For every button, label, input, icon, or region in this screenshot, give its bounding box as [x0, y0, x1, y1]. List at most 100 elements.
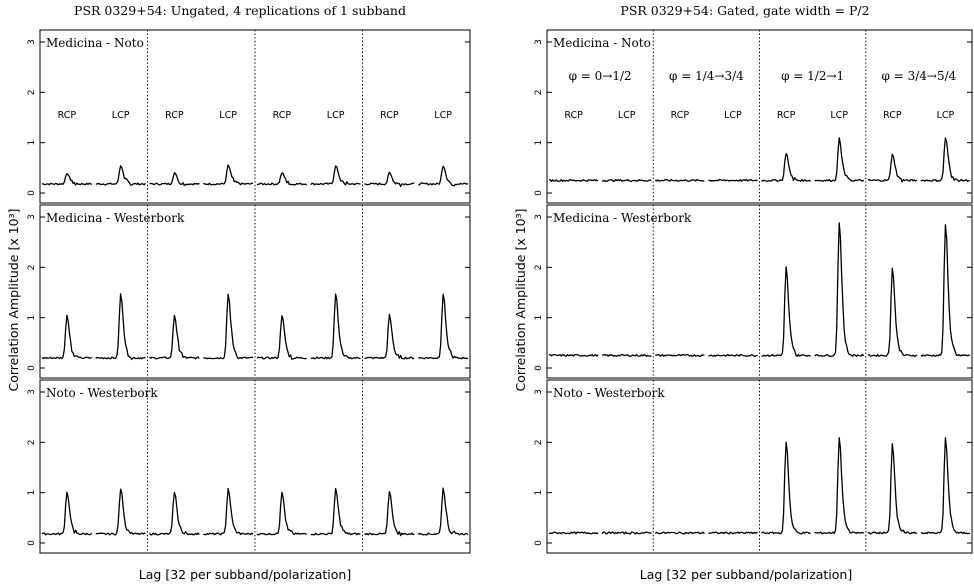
polarization-label: LCP [327, 110, 345, 121]
polarization-label: RCP [273, 110, 292, 121]
y-tick-label: 0 [27, 365, 37, 371]
polarization-label: LCP [724, 110, 742, 121]
trace-segment-lcp [920, 137, 971, 182]
trace-segment-rcp [655, 353, 705, 357]
y-tick-label: 2 [534, 89, 544, 95]
panel: 0 1 2 3 Medicina - Westerbork [27, 204, 471, 379]
trace-segment-lcp [310, 165, 361, 186]
trace-segment-rcp [654, 178, 705, 182]
polarization-label: LCP [112, 110, 130, 121]
y-tick-label: 3 [534, 389, 544, 395]
chart-ungated: PSR 0329+54: Ungated, 4 replications of … [6, 3, 471, 582]
trace-segment-lcp [203, 164, 254, 186]
trace-segment-rcp [867, 443, 918, 535]
chart-title: PSR 0329+54: Ungated, 4 replications of … [74, 3, 406, 18]
trace-segment-rcp [41, 491, 93, 536]
trace-segment-rcp [761, 152, 811, 182]
y-tick-label: 2 [27, 264, 37, 270]
y-tick-label: 1 [27, 315, 37, 321]
phase-label: φ = 3/4→5/4 [881, 69, 956, 83]
phase-label: φ = 1/2→1 [781, 69, 844, 83]
trace-segment-lcp [95, 488, 146, 536]
trace-segment-lcp [708, 178, 758, 182]
y-tick-label: 3 [534, 39, 544, 45]
trace-segment-lcp [418, 165, 469, 187]
phase-label: φ = 1/4→3/4 [669, 69, 744, 83]
trace-segment-lcp [95, 293, 146, 361]
panel: 0 1 2 3 Medicina - Noto φ = 0→1/2 φ = 1/4→3/4 φ… [534, 29, 973, 204]
polarization-label: LCP [219, 110, 237, 121]
trace-segment-lcp [920, 437, 971, 535]
y-axis-label: Correlation Amplitude [x 10³] [513, 209, 528, 392]
y-axis-label: Correlation Amplitude [x 10³] [6, 209, 21, 392]
chart-gated: PSR 0329+54: Gated, gate width = P/2 Lag… [513, 3, 973, 582]
y-tick-label: 1 [534, 140, 544, 146]
polarization-label: RCP [58, 110, 77, 121]
trace-segment-rcp [149, 314, 200, 360]
trace-segment-rcp [761, 266, 811, 357]
trace-segment-rcp [148, 491, 200, 536]
panel: 0 1 2 3 Noto - Westerbork [534, 379, 973, 554]
y-tick-label: 0 [534, 540, 544, 546]
trace-segment-lcp [418, 293, 469, 360]
panel-label: Noto - Westerbork [46, 386, 158, 400]
trace-segment-rcp [149, 172, 200, 187]
y-tick-label: 1 [534, 315, 544, 321]
polarization-label: RCP [671, 110, 690, 121]
y-tick-label: 3 [27, 389, 37, 395]
y-tick-label: 2 [27, 89, 37, 95]
y-tick-label: 1 [27, 140, 37, 146]
polarization-label: LCP [434, 110, 452, 121]
trace-segment-rcp [256, 491, 307, 536]
trace-segment-lcp [417, 487, 469, 536]
y-tick-label: 2 [534, 439, 544, 445]
x-axis-label: Lag [32 per subband/polarization] [640, 567, 852, 582]
y-tick-label: 2 [27, 439, 37, 445]
trace-segment-lcp [310, 293, 361, 360]
trace-segment-lcp [814, 222, 865, 357]
trace-segment-lcp [601, 531, 652, 535]
y-tick-label: 0 [534, 190, 544, 196]
trace-segment-rcp [867, 153, 918, 183]
panel-label: Noto - Westerbork [553, 386, 665, 400]
trace-segment-rcp [867, 267, 918, 357]
trace-segment-lcp [708, 353, 758, 357]
polarization-label: RCP [564, 110, 583, 121]
trace-segment-lcp [814, 137, 865, 182]
x-axis-label: Lag [32 per subband/polarization] [139, 567, 351, 582]
y-tick-label: 0 [534, 365, 544, 371]
trace-segment-rcp [41, 314, 93, 360]
trace-segment-lcp [602, 353, 652, 357]
trace-segment-rcp [256, 315, 307, 360]
panel: 0 1 2 3 Noto - Westerbork [27, 379, 471, 554]
trace-segment-lcp [203, 293, 254, 360]
trace-segment-rcp [364, 171, 415, 188]
polarization-label: RCP [777, 110, 796, 121]
panel-label: Medicina - Westerbork [553, 211, 692, 225]
trace-segment-rcp [654, 531, 705, 535]
trace-segment-lcp [203, 487, 254, 536]
trace-segment-lcp [310, 487, 361, 536]
panel-label: Medicina - Noto [46, 36, 144, 50]
trace-segment-rcp [364, 490, 415, 537]
y-tick-label: 3 [534, 214, 544, 220]
trace-segment-lcp [601, 178, 652, 182]
trace-segment-rcp [761, 441, 811, 535]
trace-segment-rcp [548, 353, 599, 357]
polarization-label: LCP [830, 110, 848, 121]
y-tick-label: 0 [27, 540, 37, 546]
y-tick-label: 1 [27, 490, 37, 496]
polarization-label: LCP [937, 110, 955, 121]
trace-segment-rcp [41, 172, 92, 186]
trace-segment-lcp [814, 437, 865, 535]
panel-label: Medicina - Noto [553, 36, 651, 50]
trace-segment-lcp [708, 531, 758, 535]
trace-segment-rcp [364, 313, 415, 360]
polarization-label: LCP [618, 110, 636, 121]
y-tick-label: 0 [27, 190, 37, 196]
y-tick-label: 3 [27, 214, 37, 220]
panel: 0 1 2 3 Medicina - Noto RCP LCP RCP LCP RCP LCP RCP… [27, 29, 471, 204]
polarization-label: RCP [883, 110, 902, 121]
chart-title: PSR 0329+54: Gated, gate width = P/2 [620, 3, 869, 18]
